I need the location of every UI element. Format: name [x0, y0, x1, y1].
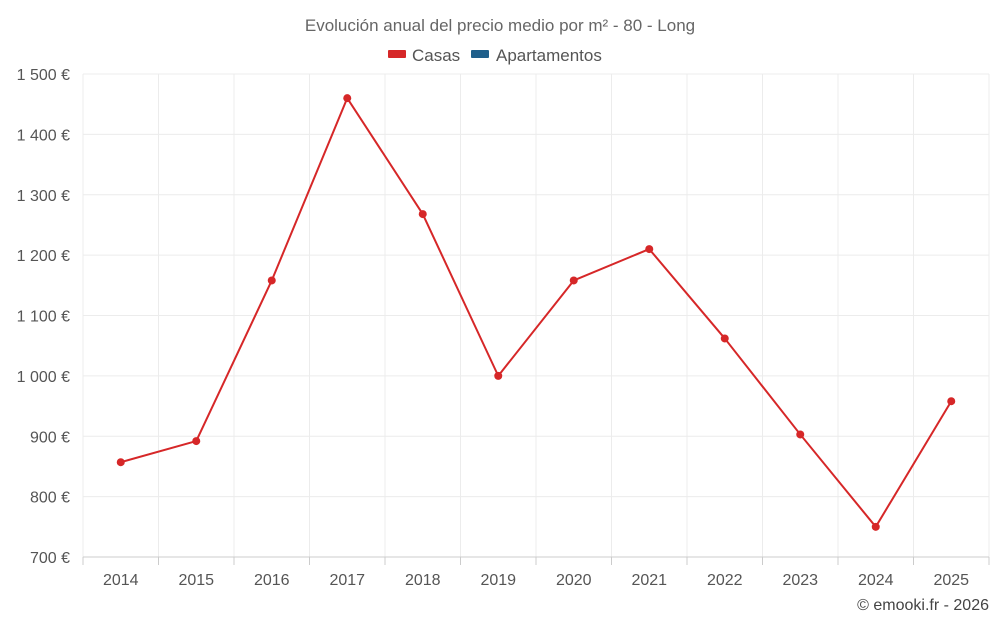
data-point-casas[interactable] [720, 334, 729, 343]
data-point-casas[interactable] [645, 245, 654, 254]
data-point-casas[interactable] [569, 276, 578, 285]
x-tick-label: 2021 [631, 572, 667, 589]
legend-swatch-casas[interactable] [388, 50, 406, 58]
y-tick-label: 800 € [30, 490, 70, 507]
y-tick-label: 1 300 € [17, 188, 70, 205]
credit-text: © emooki.fr - 2026 [857, 597, 989, 614]
grid [82, 73, 990, 557]
series-layer [116, 94, 956, 531]
y-tick-label: 1 100 € [17, 309, 70, 326]
x-tick-label: 2023 [782, 572, 818, 589]
legend-label-apartamentos[interactable]: Apartamentos [496, 46, 602, 65]
x-tick-label: 2017 [329, 572, 365, 589]
legend-swatch-apartamentos[interactable] [471, 50, 489, 58]
legend[interactable]: Casas Apartamentos [388, 46, 602, 65]
data-point-casas[interactable] [192, 437, 201, 446]
legend-label-casas[interactable]: Casas [412, 46, 460, 65]
x-tick-label: 2018 [405, 572, 441, 589]
y-tick-label: 1 500 € [17, 67, 70, 84]
x-tick-label: 2019 [480, 572, 516, 589]
data-point-casas[interactable] [418, 210, 427, 219]
data-point-casas[interactable] [947, 397, 956, 406]
y-tick-label: 700 € [30, 550, 70, 567]
y-tick-label: 1 200 € [17, 248, 70, 265]
x-tick-label: 2022 [707, 572, 743, 589]
x-tick-label: 2014 [103, 572, 139, 589]
axes: 700 € 800 € 900 € 1 000 € 1 100 € 1 200 € 1 30… [17, 67, 990, 589]
chart-title: Evolución anual del precio medio por m² … [305, 16, 695, 35]
y-tick-label: 1 000 € [17, 369, 70, 386]
series-line-casas[interactable] [120, 97, 953, 528]
data-point-casas[interactable] [267, 276, 276, 285]
data-point-casas[interactable] [871, 522, 880, 531]
x-tick-label: 2025 [933, 572, 969, 589]
x-tick-label: 2015 [178, 572, 214, 589]
data-point-casas[interactable] [116, 458, 125, 467]
y-tick-label: 1 400 € [17, 127, 70, 144]
x-tick-label: 2016 [254, 572, 290, 589]
x-tick-label: 2020 [556, 572, 592, 589]
data-point-casas[interactable] [343, 94, 352, 103]
data-point-casas[interactable] [796, 430, 805, 439]
x-tick-label: 2024 [858, 572, 894, 589]
data-point-casas[interactable] [494, 371, 503, 380]
y-tick-label: 900 € [30, 429, 70, 446]
